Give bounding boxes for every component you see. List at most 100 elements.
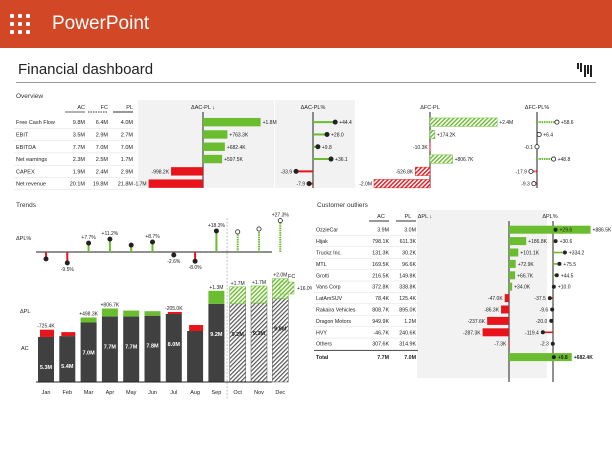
trends-ac-label: 8.0M bbox=[168, 342, 181, 348]
overview-row-label: Net earnings bbox=[16, 157, 47, 163]
overview-ac-pl-bar bbox=[203, 117, 261, 127]
overview-pin-label: +9.8 bbox=[322, 145, 332, 151]
overview-fc-pl-label: -10.3K bbox=[413, 145, 428, 151]
trends-pct-dot bbox=[128, 242, 134, 248]
overview-fc-pl-bar bbox=[429, 130, 436, 139]
outliers-chart-header: ΔPL% bbox=[542, 214, 557, 220]
outliers-cell-pl: 314.9K bbox=[399, 342, 416, 348]
outliers-delta-label: +186.8K bbox=[528, 239, 547, 245]
trends-ac-bar bbox=[38, 336, 54, 382]
outliers-row-label: Hijak bbox=[316, 239, 328, 245]
trends-delta-bar bbox=[144, 311, 161, 316]
outliers-cell-ac: 216.5K bbox=[372, 273, 389, 279]
outliers-delta-bar bbox=[501, 305, 509, 314]
outliers-delta-bar bbox=[504, 294, 509, 303]
overview-shade-ac-pl-pct bbox=[275, 100, 355, 188]
trends-ac-label: 5.3M bbox=[40, 365, 53, 371]
trends-section-label: Trends bbox=[16, 202, 36, 209]
trends-pct-dot bbox=[213, 228, 219, 234]
overview-ac-pl-bar bbox=[148, 179, 203, 188]
trends-ac-label: 9.2M bbox=[232, 332, 245, 338]
trends-pct-dot bbox=[149, 239, 155, 245]
outliers-cell-ac: 7.7M bbox=[377, 355, 389, 361]
outliers-delta-bar bbox=[509, 282, 513, 291]
overview-pin-label: -9.3 bbox=[521, 182, 530, 188]
trends-pct-dot bbox=[192, 258, 198, 264]
outliers-col-header: PL bbox=[405, 214, 412, 220]
waffle-icon[interactable] bbox=[10, 14, 34, 36]
outliers-pct-dot bbox=[551, 284, 556, 289]
trends-pct-dot bbox=[256, 226, 262, 232]
trends-month-label: Dec bbox=[275, 390, 285, 396]
overview-pin-dot bbox=[534, 144, 540, 150]
overview-pin-label: +48.8 bbox=[558, 157, 571, 163]
outliers-cell-ac: 78.4K bbox=[375, 296, 389, 302]
trends-month-label: Jul bbox=[170, 390, 177, 396]
trends-ac-label: 7.7M bbox=[125, 345, 138, 351]
outliers-col-header: AC bbox=[377, 214, 385, 220]
overview-cell-fc: 6.4M bbox=[96, 120, 109, 126]
trends-ac-label: 7.7M bbox=[104, 345, 117, 351]
trends-pct-label: +7.7% bbox=[81, 235, 96, 241]
trends-delta-bar bbox=[250, 285, 268, 304]
outliers-delta-bar bbox=[509, 271, 516, 280]
overview-fc-pl-label: +174.2K bbox=[437, 132, 456, 138]
overview-ac-pl-label: +682.4K bbox=[227, 145, 246, 151]
overview-cell-ac: 3.5M bbox=[73, 132, 86, 138]
trends-delta-label: +2.0M bbox=[273, 273, 287, 279]
trends-pct-dot bbox=[277, 218, 283, 224]
outliers-delta-label: +72.9K bbox=[518, 262, 535, 268]
trends-pct-label: -2.6% bbox=[167, 259, 181, 265]
outliers-pct-dot bbox=[550, 307, 555, 312]
trends-pct-label: +18.3% bbox=[208, 223, 226, 229]
overview-cell-pl: 2.9M bbox=[121, 169, 134, 175]
outliers-delta-bar bbox=[509, 248, 519, 257]
trends-pct-label: +8.7% bbox=[145, 234, 160, 240]
outliers-pct-dot bbox=[562, 250, 567, 255]
outliers-cell-ac: 3.9M bbox=[377, 228, 389, 234]
outliers-delta-bar bbox=[487, 316, 509, 325]
overview-pin-dot bbox=[554, 119, 560, 125]
trends-ac-bar bbox=[80, 322, 97, 382]
overview-pin-dot bbox=[531, 181, 537, 187]
trends-pct-label: +11.2% bbox=[102, 231, 119, 237]
outliers-pct-dot bbox=[557, 261, 562, 266]
page-title: Financial dashboard bbox=[18, 61, 154, 78]
overview-cell-fc: 2.4M bbox=[96, 169, 109, 175]
outliers-row-label: Rakaira Vehicles bbox=[316, 308, 356, 314]
trends-ac-bar bbox=[250, 302, 268, 383]
overview-cell-ac: 2.3M bbox=[73, 157, 86, 163]
outliers-delta-bar bbox=[509, 237, 527, 246]
overview-ac-pl-bar bbox=[203, 130, 228, 139]
overview-col-header: FC bbox=[101, 105, 108, 111]
outliers-pct-label: +75.5 bbox=[563, 262, 576, 268]
overview-fc-pl-bar bbox=[429, 154, 453, 164]
outliers-cell-pl: 30.2K bbox=[402, 251, 416, 257]
trends-pct-row-label: ΔPL% bbox=[16, 236, 31, 242]
trends-delta-bar bbox=[101, 308, 118, 317]
trends-month-label: Oct bbox=[233, 390, 242, 396]
outliers-delta-label: +66.7K bbox=[517, 273, 534, 279]
outliers-section-label: Customer outliers bbox=[317, 202, 368, 209]
trends-month-label: Jun bbox=[148, 390, 157, 396]
outliers-row-label: Vans Corp bbox=[316, 285, 341, 291]
overview-cell-pl: 7.0M bbox=[121, 145, 134, 151]
overview-pin-label: +58.6 bbox=[561, 120, 574, 126]
overview-cell-ac: 20.1M bbox=[70, 182, 86, 188]
overview-pin-label: +36.1 bbox=[335, 157, 348, 163]
overview-row-label: Free Cash Flow bbox=[16, 120, 55, 126]
overview-cell-fc: 2.9M bbox=[96, 132, 109, 138]
outliers-pct-label: +44.5 bbox=[561, 273, 574, 279]
trends-ac-bar bbox=[123, 316, 140, 382]
trends-ac-label: 9.3M bbox=[253, 331, 266, 337]
outliers-cell-ac: 131.3K bbox=[372, 251, 389, 257]
trends-fc-total-label: +16.0% bbox=[297, 286, 312, 292]
outliers-pct-dot bbox=[553, 227, 558, 232]
title-divider bbox=[16, 82, 596, 83]
outliers-cell-ac: 372.8K bbox=[372, 285, 389, 291]
trends-pct-dot bbox=[64, 260, 70, 266]
trends-pct-dot bbox=[86, 240, 92, 246]
trends-ac-bar bbox=[272, 298, 289, 383]
overview-ac-pl-label: +763.3K bbox=[229, 132, 248, 138]
outliers-pct-label: -37.5 bbox=[534, 296, 546, 302]
